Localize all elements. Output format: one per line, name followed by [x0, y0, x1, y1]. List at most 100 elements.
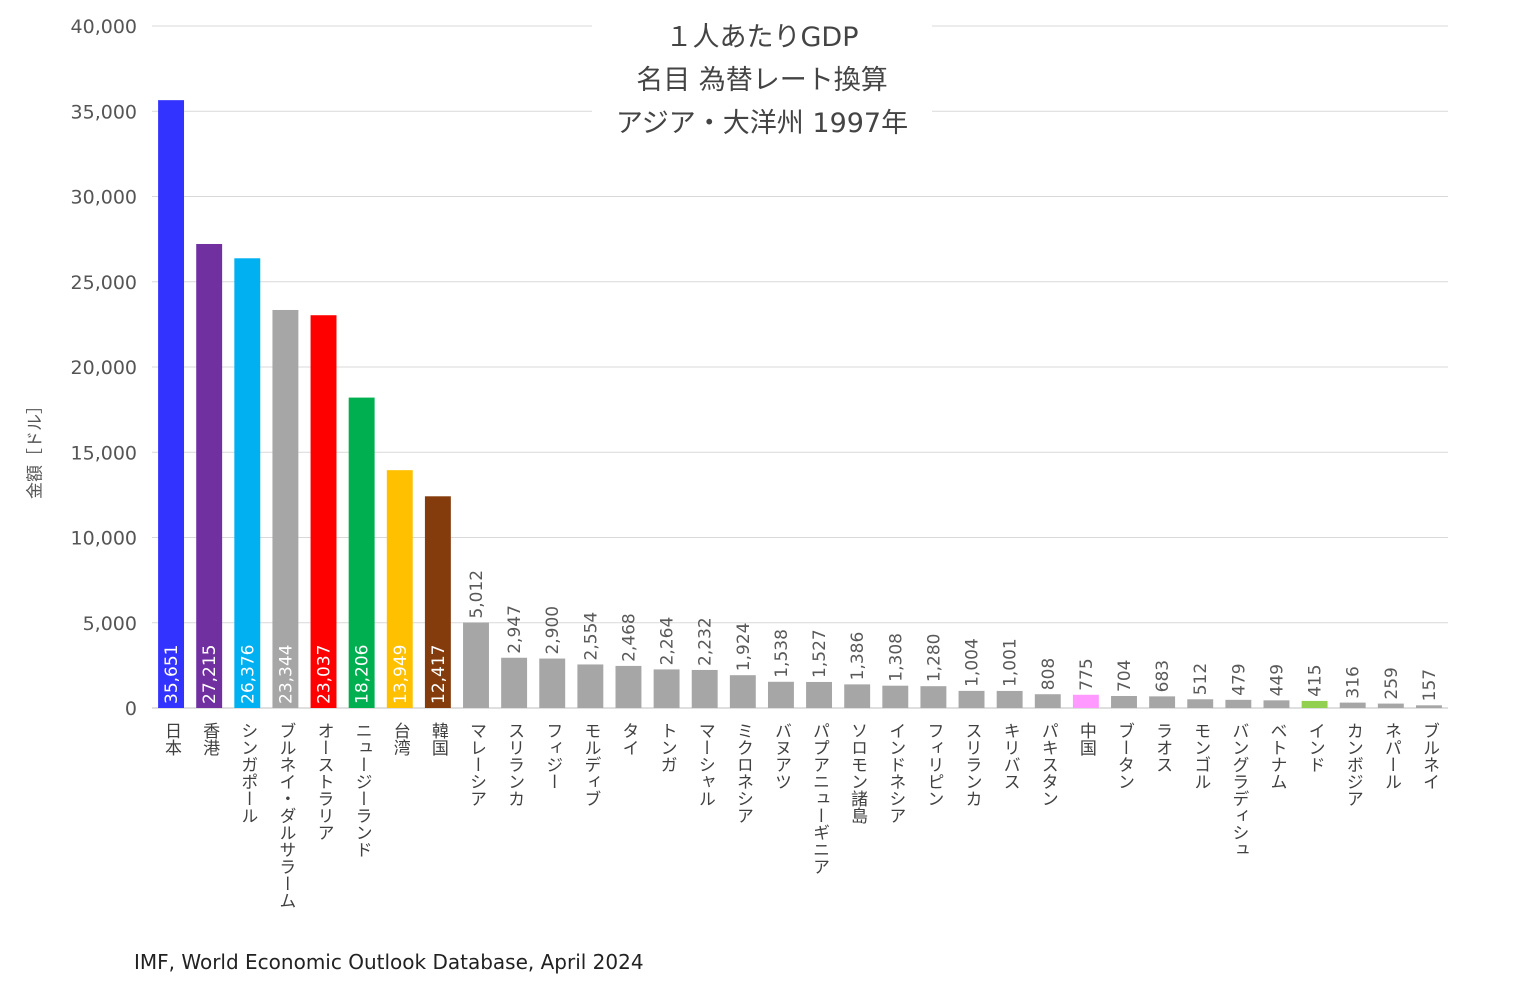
- y-tick-label: 15,000: [71, 442, 137, 464]
- bar: [615, 665, 642, 708]
- value-labels: 35,651 27,215 26,376 23,344 23,037 18,206 13,9…: [162, 570, 1440, 704]
- value-label: 775: [1077, 658, 1097, 690]
- value-label: 2,554: [581, 612, 601, 661]
- bar: [234, 258, 261, 708]
- x-tick-label: マーシャル: [695, 722, 715, 807]
- y-tick-label: 20,000: [71, 357, 137, 379]
- bar: [272, 309, 299, 708]
- bar: [1377, 703, 1404, 708]
- value-label: 479: [1229, 663, 1249, 695]
- bar: [729, 675, 756, 708]
- value-label: 1,386: [848, 632, 868, 681]
- bar: [958, 690, 985, 708]
- bar: [1072, 694, 1099, 708]
- y-tick-label: 10,000: [71, 528, 137, 550]
- x-tick-label: ソロモン諸島: [847, 722, 868, 825]
- x-tick-label: パプアニューギニア: [809, 722, 829, 875]
- x-tick-label: ブルネイ: [1419, 722, 1439, 790]
- value-label: 23,344: [276, 645, 296, 704]
- x-tick-label: ベトナム: [1266, 722, 1286, 790]
- value-label: 23,037: [315, 645, 335, 704]
- value-label: 2,900: [543, 606, 563, 655]
- value-label: 2,468: [619, 613, 639, 662]
- value-label: 1,308: [886, 633, 906, 682]
- x-tick-label: 中国: [1076, 722, 1096, 756]
- value-label: 1,004: [963, 638, 983, 687]
- bar: [691, 669, 718, 708]
- value-label: 1,527: [810, 629, 830, 678]
- x-tick-label: タイ: [618, 722, 638, 756]
- value-label: 2,947: [505, 605, 525, 654]
- y-tick-label: 30,000: [71, 187, 137, 209]
- bar: [1187, 699, 1214, 708]
- bar: [1263, 700, 1290, 708]
- bar: [806, 681, 833, 708]
- x-tick-label: キリバス: [1000, 722, 1020, 790]
- value-label: 2,264: [658, 617, 678, 666]
- bar: [158, 100, 185, 708]
- y-axis-ticks: 0 5,000 10,000 15,000 20,000 25,000 30,000 35,0…: [71, 16, 137, 720]
- y-tick-label: 0: [125, 698, 137, 720]
- bar: [882, 685, 909, 708]
- x-tick-label: トンガ: [657, 722, 677, 773]
- value-label: 1,280: [924, 634, 944, 683]
- bar: [1301, 700, 1328, 708]
- y-tick-label: 25,000: [71, 272, 137, 294]
- value-label: 1,538: [772, 629, 792, 678]
- value-label: 316: [1344, 666, 1364, 698]
- bars: [158, 100, 1442, 708]
- bar: [348, 397, 375, 708]
- x-tick-label: インドネシア: [885, 722, 905, 824]
- bar: [1225, 699, 1252, 708]
- value-label: 12,417: [429, 645, 449, 704]
- chart-title-line-3: アジア・大洋州 1997年: [615, 108, 909, 139]
- x-tick-label: シンガポール: [237, 722, 257, 824]
- value-label: 683: [1153, 660, 1173, 692]
- chart-title-line-1: １人あたりGDP: [665, 22, 859, 53]
- y-tick-label: 5,000: [83, 613, 137, 635]
- value-label: 259: [1382, 667, 1402, 699]
- x-tick-label: 台湾: [390, 722, 411, 757]
- value-label: 35,651: [162, 645, 182, 704]
- x-tick-label: オーストラリア: [314, 722, 334, 841]
- x-tick-label: フィリピン: [923, 722, 943, 807]
- x-tick-label: ミクロネシア: [733, 722, 753, 824]
- value-label: 449: [1267, 664, 1287, 696]
- x-tick-label: パキスタン: [1038, 722, 1058, 807]
- x-tick-label: スリランカ: [962, 722, 982, 807]
- x-tick-label: マレーシア: [466, 722, 486, 807]
- bar: [844, 684, 871, 708]
- value-label: 1,924: [734, 623, 754, 672]
- value-label: 18,206: [353, 645, 373, 704]
- value-label: 2,232: [696, 617, 716, 666]
- x-tick-label: モルディブ: [580, 722, 600, 807]
- bar: [1111, 695, 1137, 708]
- x-tick-label: インド: [1305, 722, 1325, 773]
- x-tick-label: ブータン: [1114, 722, 1134, 790]
- bar: [1149, 696, 1176, 708]
- bar: [501, 657, 528, 708]
- chart-title-line-2: 名目 為替レート換算: [636, 65, 888, 96]
- bar: [424, 496, 451, 708]
- x-tick-label: ニュージーランド: [352, 722, 372, 858]
- value-label: 808: [1039, 658, 1059, 690]
- value-label: 13,949: [391, 645, 411, 704]
- source-note: IMF, World Economic Outlook Database, Ap…: [134, 950, 644, 974]
- x-tick-label: スリランカ: [504, 722, 524, 807]
- bar: [386, 470, 413, 708]
- bar: [1415, 705, 1442, 708]
- bar: [539, 658, 566, 708]
- x-tick-label: ブルネイ・ダルサラーム: [275, 722, 295, 909]
- value-label: 5,012: [467, 570, 487, 619]
- x-axis-labels: 日本 香港 シンガポール ブルネイ・ダルサラーム オーストラリア ニュージーランド 台湾 韓国…: [161, 722, 1439, 909]
- bar: [996, 690, 1023, 708]
- value-label: 27,215: [200, 645, 220, 704]
- x-tick-label: ネパール: [1381, 722, 1401, 790]
- bar: [1339, 702, 1366, 708]
- value-label: 26,376: [238, 645, 258, 704]
- value-label: 1,001: [1001, 638, 1021, 687]
- x-tick-label: バングラディシュ: [1228, 722, 1248, 858]
- value-label: 512: [1191, 663, 1211, 695]
- x-tick-label: フィジー: [542, 722, 562, 790]
